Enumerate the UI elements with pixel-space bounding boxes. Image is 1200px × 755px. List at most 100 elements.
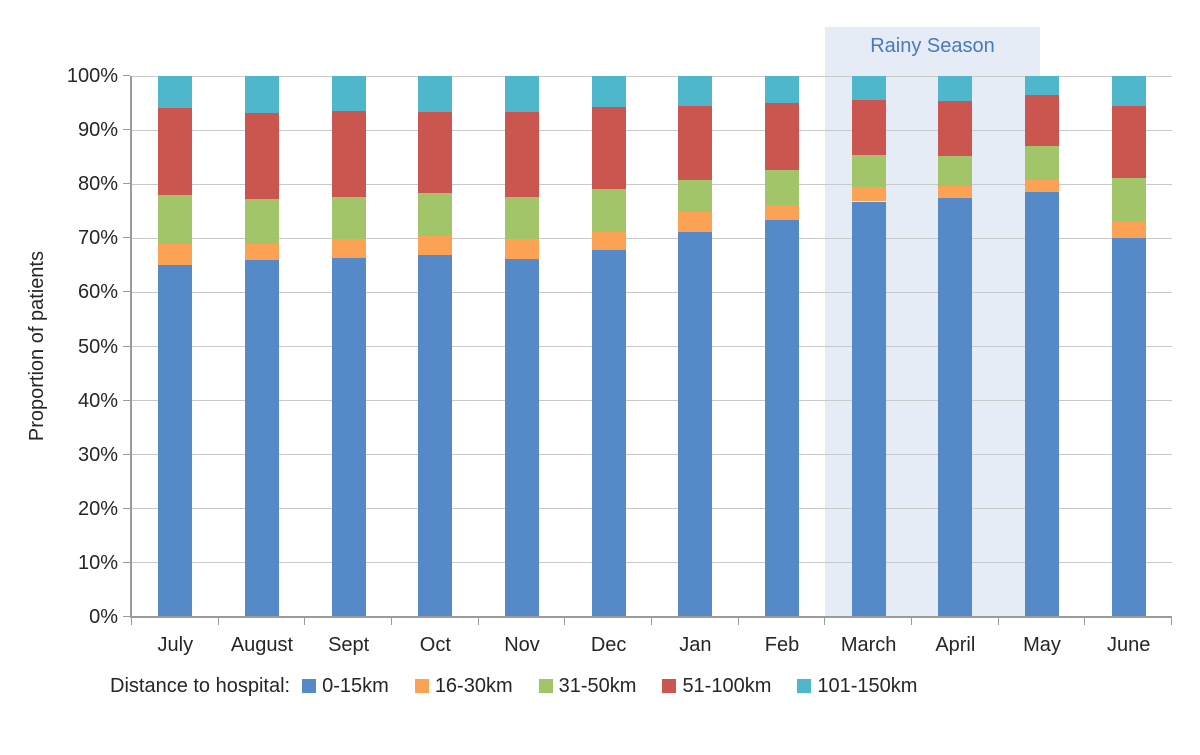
bar-segment-April-0-15km bbox=[938, 198, 973, 617]
bar-segment-June-31-50km bbox=[1111, 177, 1146, 223]
x-category-label-May: May bbox=[1023, 634, 1061, 656]
gridline-80% bbox=[132, 183, 1172, 185]
y-tick-label-70%: 70% bbox=[77, 227, 118, 250]
legend-swatch-0-15km bbox=[302, 679, 317, 693]
rainy-season-label: Rainy Season bbox=[870, 35, 995, 57]
x-axis-tick-10 bbox=[997, 618, 999, 625]
bar-segment-Sept-31-50km bbox=[331, 196, 366, 240]
x-category-label-June: June bbox=[1106, 634, 1151, 656]
legend-item-51-100km: 51-100km bbox=[662, 675, 771, 698]
y-tick-label-0%: 0% bbox=[89, 606, 118, 628]
x-category-label-April: April bbox=[935, 634, 976, 656]
bar-segment-Feb-101-150km bbox=[765, 76, 799, 103]
gridline-20% bbox=[132, 508, 1172, 510]
bar-segment-Nov-16-30km bbox=[505, 239, 539, 260]
y-tick-label-40%: 40% bbox=[77, 389, 118, 412]
bar-segment-Oct-51-100km bbox=[418, 111, 453, 193]
y-axis-tick-60% bbox=[123, 291, 130, 293]
y-axis-tick-30% bbox=[123, 453, 130, 455]
legend-item-101-150km: 101-150km bbox=[797, 675, 917, 698]
bar-segment-Dec-101-150km bbox=[591, 76, 626, 107]
bar-segment-July-101-150km bbox=[158, 76, 193, 109]
x-category-label-Jan: Jan bbox=[679, 634, 712, 656]
y-tick-label-10%: 10% bbox=[77, 551, 118, 574]
legend-text-0-15km: 0-15km bbox=[322, 674, 389, 697]
y-axis-line bbox=[130, 76, 132, 617]
legend-text-16-30km: 16-30km bbox=[434, 674, 513, 697]
bar-segment-Sept-0-15km bbox=[331, 258, 366, 617]
x-axis-tick-3 bbox=[391, 618, 392, 625]
bar-segment-Dec-51-100km bbox=[591, 106, 626, 189]
legend-item-16-30km: 16-30km bbox=[414, 674, 513, 698]
x-axis-tick-5 bbox=[564, 618, 566, 625]
x-category-label-August: August bbox=[230, 634, 294, 656]
y-axis-tick-80% bbox=[123, 183, 130, 185]
bar-segment-Oct-101-150km bbox=[418, 76, 453, 112]
bar-segment-Nov-0-15km bbox=[505, 259, 539, 617]
legend-text-101-150km: 101-150km bbox=[817, 674, 918, 697]
x-axis-tick-8 bbox=[824, 618, 826, 625]
legend-swatch-51-100km bbox=[662, 679, 677, 693]
bar-segment-March-16-30km bbox=[851, 186, 886, 202]
bar-segment-August-101-150km bbox=[245, 76, 279, 114]
bar-segment-Feb-31-50km bbox=[765, 170, 799, 206]
y-tick-label-60%: 60% bbox=[77, 281, 118, 304]
y-tick-label-90%: 90% bbox=[77, 119, 118, 142]
bar-segment-June-101-150km bbox=[1111, 76, 1146, 106]
bar-segment-Feb-0-15km bbox=[765, 220, 799, 617]
bar-segment-Dec-16-30km bbox=[591, 231, 626, 251]
bar-segment-August-31-50km bbox=[245, 199, 279, 244]
bar-segment-July-0-15km bbox=[158, 265, 193, 617]
bar-segment-April-101-150km bbox=[938, 76, 973, 102]
legend-swatch-31-50km bbox=[538, 679, 553, 693]
x-axis-tick-11 bbox=[1084, 618, 1086, 625]
bar-segment-May-31-50km bbox=[1025, 146, 1059, 180]
bar-segment-Jan-51-100km bbox=[678, 106, 713, 181]
gridline-30% bbox=[132, 454, 1172, 456]
bar-segment-Oct-16-30km bbox=[418, 235, 453, 255]
y-axis-tick-50% bbox=[123, 345, 130, 347]
y-axis-tick-70% bbox=[123, 237, 130, 239]
legend-text-31-50km: 31-50km bbox=[558, 674, 637, 697]
y-tick-label-50%: 50% bbox=[77, 335, 118, 358]
bar-segment-March-51-100km bbox=[851, 99, 886, 155]
gridline-50% bbox=[132, 346, 1172, 347]
x-axis-tick-0 bbox=[131, 618, 132, 625]
bar-segment-Feb-16-30km bbox=[765, 205, 799, 221]
bar-segment-March-0-15km bbox=[851, 201, 886, 617]
x-axis-tick-4 bbox=[477, 618, 479, 625]
y-axis-tick-10% bbox=[123, 561, 130, 563]
bar-segment-July-16-30km bbox=[158, 243, 193, 266]
bar-segment-Sept-16-30km bbox=[331, 239, 366, 259]
bar-segment-July-31-50km bbox=[158, 195, 193, 244]
bar-segment-May-16-30km bbox=[1025, 179, 1059, 192]
bar-segment-Feb-51-100km bbox=[765, 102, 799, 171]
y-axis-tick-90% bbox=[123, 129, 130, 131]
y-axis-tick-20% bbox=[123, 507, 130, 509]
bar-segment-August-0-15km bbox=[245, 259, 279, 617]
x-category-label-Sept: Sept bbox=[328, 634, 370, 656]
x-category-label-Feb: Feb bbox=[764, 634, 800, 656]
bar-segment-August-16-30km bbox=[245, 243, 279, 260]
legend-item-31-50km: 31-50km bbox=[538, 674, 637, 698]
x-axis-tick-2 bbox=[304, 618, 306, 625]
x-category-label-Nov: Nov bbox=[504, 634, 540, 656]
bar-segment-March-31-50km bbox=[851, 154, 886, 187]
gridline-60% bbox=[132, 291, 1172, 293]
legend-text-51-100km: 51-100km bbox=[682, 674, 772, 697]
legend-swatch-101-150km bbox=[797, 679, 812, 693]
y-axis-tick-40% bbox=[123, 399, 130, 401]
x-axis-tick-6 bbox=[651, 618, 652, 625]
gridline-100% bbox=[132, 75, 1172, 77]
bar-segment-May-51-100km bbox=[1025, 95, 1059, 147]
bar-segment-May-0-15km bbox=[1025, 191, 1059, 617]
bar-segment-Jan-16-30km bbox=[678, 212, 713, 232]
bar-segment-July-51-100km bbox=[158, 108, 193, 195]
x-category-label-Dec: Dec bbox=[590, 634, 627, 656]
y-axis-tick-100% bbox=[123, 75, 130, 76]
bar-segment-May-101-150km bbox=[1025, 76, 1059, 96]
legend-title: Distance to hospital: bbox=[110, 674, 291, 697]
bar-segment-Dec-31-50km bbox=[591, 188, 626, 232]
bar-segment-Jan-0-15km bbox=[678, 231, 713, 617]
x-category-label-Oct: Oct bbox=[419, 634, 451, 656]
